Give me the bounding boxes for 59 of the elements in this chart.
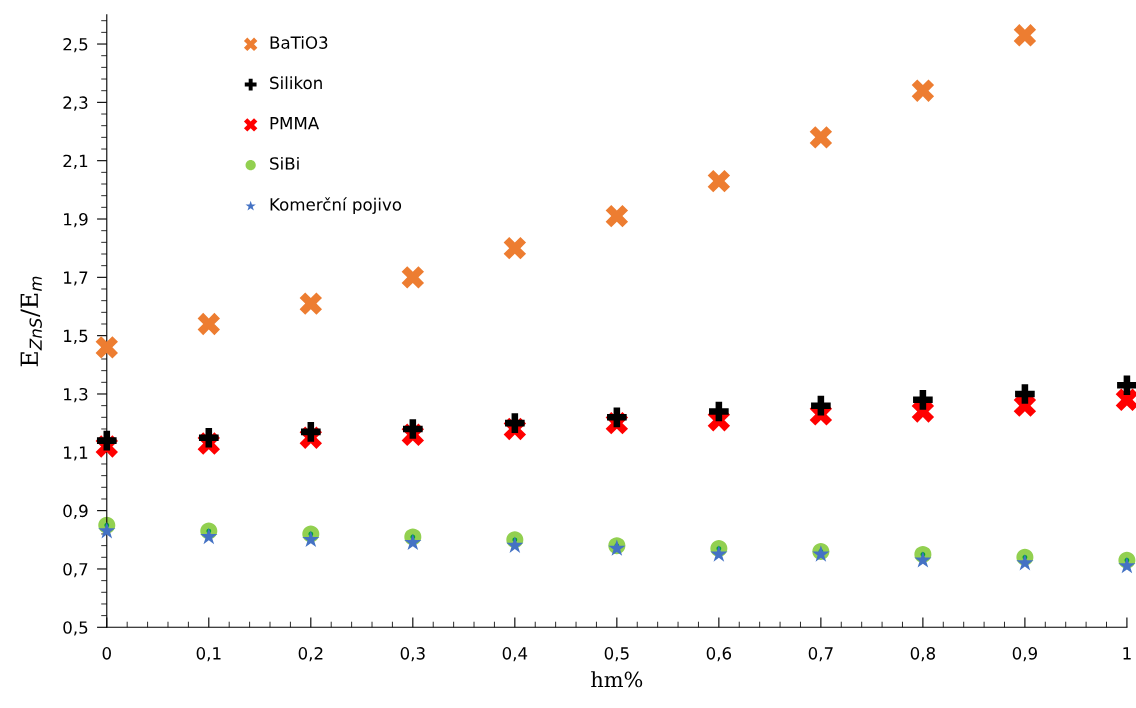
x-axis-title: hm% [591,671,643,688]
y-tick-label: 0,7 [63,562,88,578]
point [1015,384,1035,404]
point [809,126,833,149]
x-tick-label: 1 [1123,647,1131,660]
point [401,266,425,289]
y-tick-label: 0,5 [63,621,88,636]
point [96,430,117,451]
point [707,169,731,193]
point [911,79,935,102]
point [299,292,323,315]
point [302,530,320,548]
point [404,533,422,551]
y-tick-label: 1,3 [64,387,88,403]
legend-label: Komerční pojivo [270,197,402,214]
y-tick-label: 1,9 [64,212,88,228]
legend-label: SiBi [270,156,299,170]
x-tick-label: 0,5 [604,647,629,662]
x-tick-label: 0,2 [298,647,323,662]
point [197,312,220,336]
x-tick-label: 0,6 [706,647,732,662]
point [1117,375,1136,396]
point [914,551,932,568]
y-tick-label: 1,1 [64,446,88,461]
legend-label: BaTiO3 [270,35,328,49]
x-tick-label: 0,7 [808,647,833,662]
point [1013,24,1037,47]
x-tick-label: 0,1 [196,647,221,662]
x-tick-label: 0,8 [910,647,935,662]
point [95,336,118,359]
x-tick-label: 0,3 [400,647,425,662]
point [506,536,524,553]
x-tick-label: 0,9 [1012,647,1037,662]
point [607,407,627,428]
x-tick-label: 0,4 [502,647,528,662]
y-tick-label: 1,5 [64,329,88,344]
point [709,401,729,422]
point [403,419,423,439]
y-tick-label: 2,5 [63,37,88,53]
point [200,527,218,545]
point [1118,556,1136,574]
legend-label: PMMA [270,117,320,130]
point [710,545,728,562]
y-tick-label: 2,3 [63,96,88,111]
y-tick-label: 2,1 [63,154,88,169]
point [503,236,527,260]
point [605,204,629,228]
x-tick-label: 0 [102,647,111,660]
y-axis-title: E$_{ZnS}$/E$_{m}$ [20,276,42,367]
point [505,413,525,433]
point [1016,554,1034,571]
point [811,395,831,416]
y-tick-label: 1,7 [64,271,88,286]
point [913,390,933,410]
legend-label: Silikon [270,76,322,90]
point [300,422,321,442]
point [98,522,116,539]
point [198,427,219,448]
y-tick-label: 0,9 [63,504,88,519]
